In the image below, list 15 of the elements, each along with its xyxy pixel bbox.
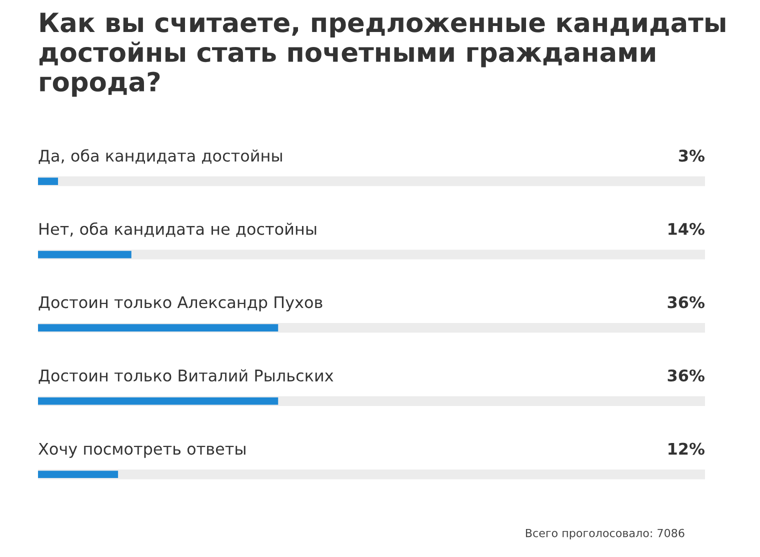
y-tick-label: Достоин только Виталий Рыльских: [38, 369, 334, 384]
bar: [38, 250, 132, 258]
bar: [38, 178, 58, 185]
text: Всего проголосовало: 7086: [526, 528, 684, 540]
data-label: 36%: [668, 369, 704, 382]
y-tick-label: Нет, оба кандидата не достойны: [40, 222, 316, 237]
y-tick-label: Достоин только Александр Пухов: [38, 296, 322, 312]
y-tick-label: Хочу посмотреть ответы: [38, 442, 246, 458]
y-tick-label: Да, оба кандидата достойны: [38, 149, 282, 164]
data-label: 14%: [668, 222, 704, 236]
chart-title: Как вы считаете, предложенные кандидаты достойны стать почетными гражданами города?: [39, 12, 726, 97]
data-label: 36%: [668, 296, 704, 308]
data-label: 12%: [668, 442, 704, 455]
bar: [38, 470, 118, 478]
data-label: 3%: [678, 150, 704, 162]
